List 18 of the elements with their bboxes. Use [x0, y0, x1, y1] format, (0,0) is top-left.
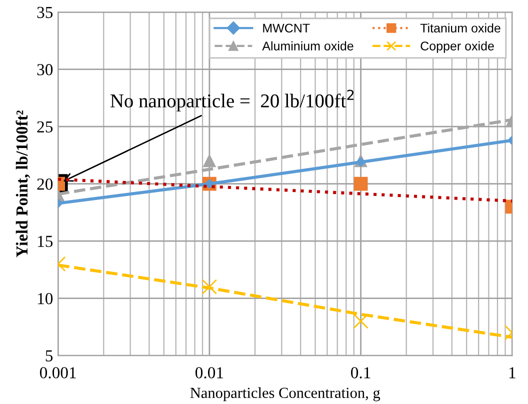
x-tick-label: 1 [509, 367, 516, 378]
x-tick-label: 0.001 [40, 367, 76, 378]
legend-label: Aluminium oxide [262, 41, 354, 50]
y-tick-label: 30 [37, 64, 53, 76]
y-tick-label: 5 [46, 350, 53, 362]
y-axis-title: Yield Point, lb/100ft² [16, 110, 30, 258]
y-tick-label: 10 [38, 292, 53, 304]
legend-label: Titanium oxide [420, 23, 500, 33]
annotation: No nanoparticle = 20 lb/100ft$^{2}$ [110, 90, 354, 112]
y-tick-label: 25 [37, 121, 53, 133]
x-tick-label: 0.1 [351, 367, 370, 378]
y-tick-label: 20 [37, 178, 53, 190]
x-tick-label: 0.01 [195, 367, 224, 378]
legend-label: MWCNT [263, 24, 310, 33]
y-tick-label: 35 [37, 6, 53, 18]
legend-label: Copper oxide [420, 41, 494, 53]
y-tick-label: 15 [38, 236, 53, 247]
x-axis-title: Nanoparticles Concentration, g [190, 387, 380, 402]
